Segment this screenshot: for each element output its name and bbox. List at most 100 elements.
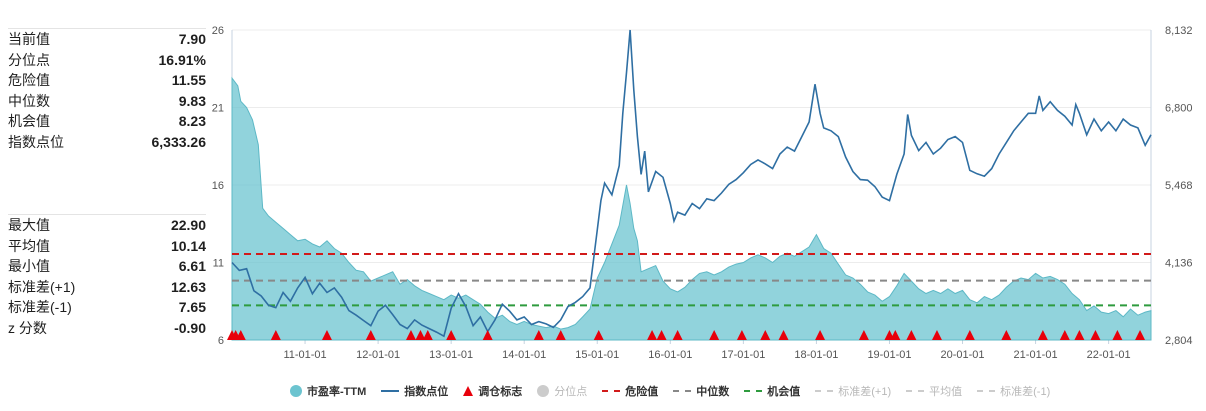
stat-row: 分位点 16.91% [8, 50, 206, 71]
stat-label: 标准差(-1) [8, 299, 72, 315]
stats-panel-current: 当前值 7.90 分位点 16.91% 危险值 11.55 中位数 9.83 机会值 8.23 指数… [8, 28, 206, 152]
stat-value: 8.23 [178, 113, 206, 129]
x-tick-label: 13-01-01 [429, 349, 473, 361]
stat-row: 指数点位 6,333.26 [8, 132, 206, 153]
stat-value: 6,333.26 [151, 133, 207, 150]
legend-label: 机会值 [767, 386, 801, 398]
legend-item[interactable]: 危险值 [602, 383, 658, 399]
rebalance-marker [647, 330, 658, 340]
legend-swatch-icon [381, 390, 400, 392]
legend-label: 标准差(+1) [838, 386, 892, 398]
rebalance-marker [415, 330, 426, 340]
legend-swatch-icon [602, 390, 621, 392]
rebalance-marker [736, 330, 747, 340]
stat-value: 10.14 [170, 237, 206, 254]
x-tick-label: 15-01-01 [575, 349, 619, 361]
rebalance-marker [890, 330, 901, 340]
stat-row: z 分数 -0.90 [8, 318, 206, 339]
legend-item[interactable]: 标准差(-1) [977, 383, 1050, 399]
x-tick-label: 16-01-01 [648, 349, 692, 361]
rebalance-marker [1059, 330, 1070, 340]
y-tick-label-right: 6,800 [1165, 103, 1193, 115]
rebalance-marker [964, 330, 975, 340]
rebalance-marker [778, 330, 789, 340]
rebalance-marker [656, 330, 667, 340]
legend-label: 分位点 [554, 386, 588, 398]
stat-label: 平均值 [8, 237, 50, 254]
legend-item[interactable]: 指数点位 [381, 383, 448, 399]
stat-value: -0.90 [174, 319, 206, 336]
rebalance-marker [446, 330, 457, 340]
stat-row: 最小值 6.61 [8, 256, 206, 277]
stat-row: 最大值 22.90 [8, 215, 206, 236]
stat-label: 指数点位 [8, 133, 64, 150]
stat-row: 标准差(-1) 7.65 [8, 297, 206, 318]
legend-swatch-icon [744, 390, 763, 392]
legend-label: 标准差(-1) [1000, 386, 1051, 398]
x-tick-label: 21-01-01 [1014, 349, 1058, 361]
legend-label: 市盈率-TTM [307, 386, 367, 398]
stat-label: 最小值 [8, 258, 50, 274]
legend-item[interactable]: 平均值 [906, 383, 962, 399]
legend-item[interactable]: 中位数 [673, 383, 729, 399]
pe-ttm-chart: 6 11 16 21 26 2,804 4,136 5,468 6,800 8,132 11-01-… [212, 25, 1193, 361]
rebalance-marker [321, 330, 332, 340]
y-tick-label-right: 5,468 [1165, 180, 1193, 192]
rebalance-marker [1090, 330, 1101, 340]
legend-item[interactable]: 分位点 [537, 383, 587, 399]
stat-row: 机会值 8.23 [8, 111, 206, 132]
rebalance-marker [672, 330, 683, 340]
legend-label: 指数点位 [404, 386, 449, 398]
legend-swatch-icon [906, 390, 925, 392]
legend-swatch-icon [290, 385, 302, 397]
stat-label: 分位点 [8, 51, 50, 68]
y-tick-label-left: 26 [212, 25, 224, 37]
rebalance-marker [931, 330, 942, 340]
stat-label: 机会值 [8, 113, 50, 129]
legend-item[interactable]: 调仓标志 [463, 383, 522, 399]
stat-value: 6.61 [178, 258, 206, 274]
rebalance-marker [482, 330, 493, 340]
stat-label: z 分数 [8, 319, 47, 336]
rebalance-marker [593, 330, 604, 340]
legend-swatch-icon [815, 390, 834, 392]
stat-row: 平均值 10.14 [8, 236, 206, 257]
rebalance-marker [906, 330, 917, 340]
rebalance-marker [1112, 330, 1123, 340]
y-tick-label-left: 11 [213, 258, 224, 270]
stat-row: 危险值 11.55 [8, 70, 206, 91]
y-tick-label-right: 8,132 [1165, 25, 1193, 37]
legend-item[interactable]: 市盈率-TTM [290, 383, 366, 399]
chart-legend: 市盈率-TTM 指数点位 调仓标志 分位点 危险值 中位数 机会值 标准差(+1) 平均值 标准差… [290, 383, 1065, 399]
x-tick-label: 17-01-01 [721, 349, 765, 361]
legend-label: 平均值 [929, 386, 963, 398]
legend-swatch-icon [673, 390, 692, 392]
stat-value: 16.91% [158, 51, 206, 68]
rebalance-marker [815, 330, 826, 340]
stat-value: 7.90 [178, 31, 206, 47]
legend-item[interactable]: 标准差(+1) [815, 383, 891, 399]
rebalance-marker [422, 330, 433, 340]
rebalance-marker [235, 330, 246, 340]
rebalance-marker [533, 330, 544, 340]
legend-swatch-icon [463, 386, 474, 396]
legend-label: 危险值 [625, 386, 659, 398]
legend-label: 调仓标志 [478, 386, 523, 398]
stats-panel-summary: 最大值 22.90 平均值 10.14 最小值 6.61 标准差(+1) 12.63 标准差(-… [8, 214, 206, 338]
rebalance-marker [555, 330, 566, 340]
rebalance-marker [365, 330, 376, 340]
y-tick-label-right: 4,136 [1165, 258, 1193, 270]
stat-label: 标准差(+1) [8, 278, 76, 295]
stat-row: 当前值 7.90 [8, 29, 206, 50]
stat-value: 11.55 [171, 72, 206, 88]
rebalance-marker [270, 330, 281, 340]
x-tick-label: 11-01-01 [283, 349, 326, 361]
legend-label: 中位数 [696, 386, 730, 398]
stat-value: 22.90 [170, 217, 206, 233]
x-tick-label: 20-01-01 [941, 349, 985, 361]
rebalance-marker [709, 330, 720, 340]
series-pe-ttm-area [231, 76, 1152, 341]
stat-value: 7.65 [178, 299, 206, 315]
y-tick-label-left: 6 [218, 335, 224, 347]
legend-item[interactable]: 机会值 [744, 383, 800, 399]
